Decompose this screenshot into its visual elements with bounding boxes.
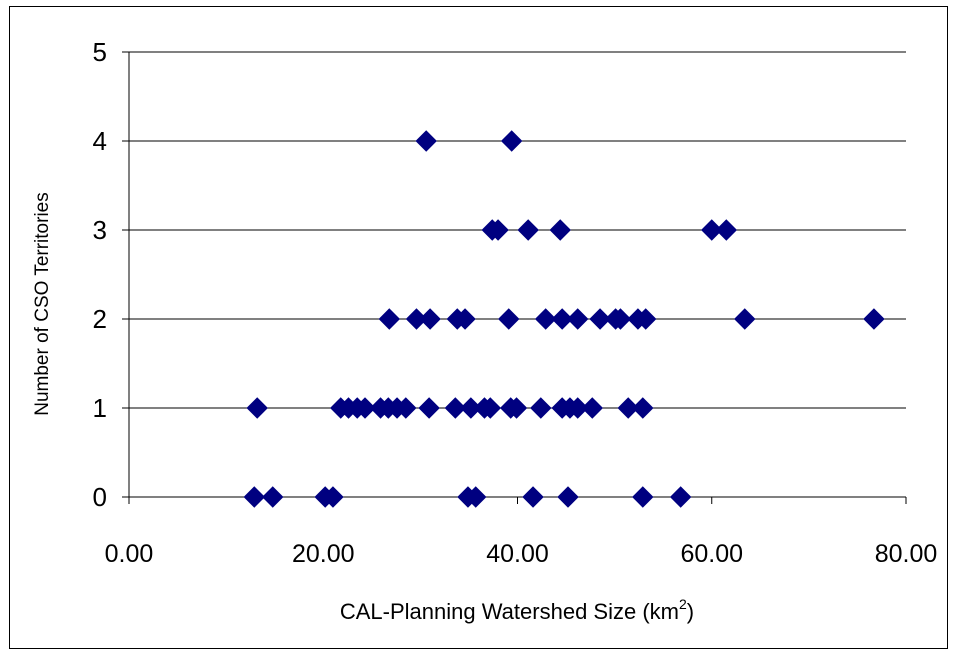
x-axis-title-main: CAL-Planning Watershed Size (km [340, 599, 679, 624]
y-tick-label: 5 [93, 37, 107, 67]
x-tick-label: 40.00 [486, 540, 549, 568]
y-tick-label: 0 [93, 482, 107, 512]
y-tick-label: 1 [93, 393, 107, 423]
y-tick-label: 2 [93, 304, 107, 334]
x-axis-title-tail: ) [687, 599, 694, 624]
y-axis-title: Number of CSO Territories [32, 192, 53, 416]
x-tick-label: 20.00 [292, 540, 355, 568]
y-tick-label: 4 [93, 126, 107, 156]
x-tick-label: 60.00 [680, 540, 743, 568]
x-axis-title: CAL-Planning Watershed Size (km2) [340, 596, 694, 624]
y-tick-label: 3 [93, 215, 107, 245]
x-tick-label: 80.00 [875, 540, 938, 568]
x-tick-label: 0.00 [105, 540, 154, 568]
x-axis-title-superscript: 2 [679, 596, 687, 612]
